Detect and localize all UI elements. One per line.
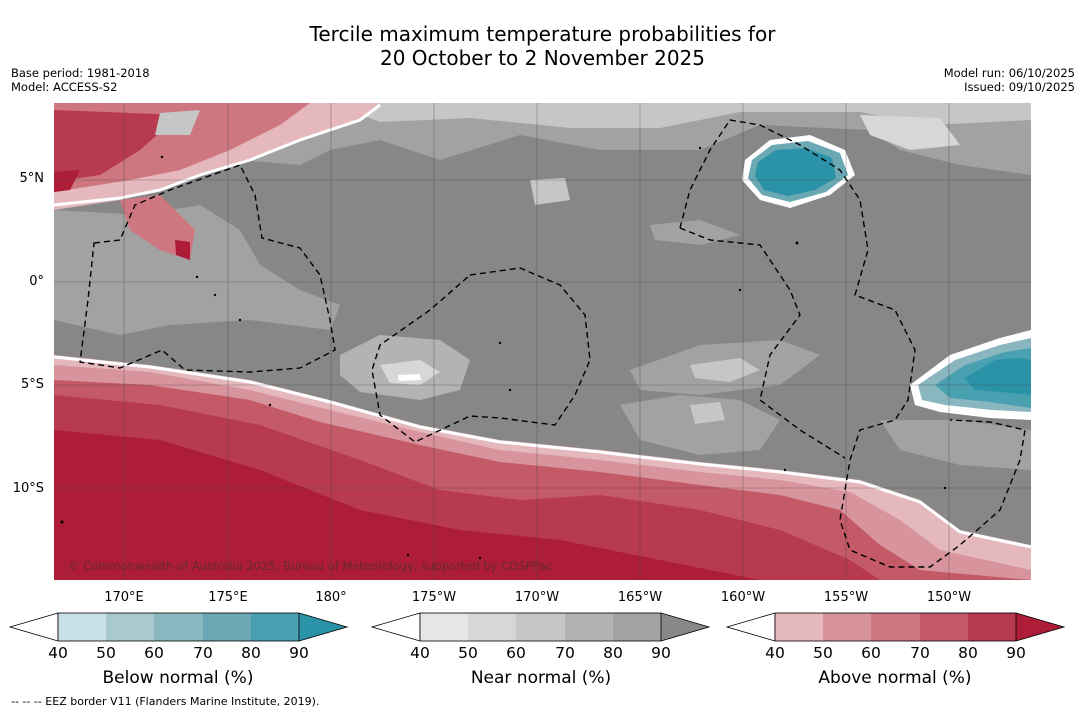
lon-label: 170°E: [104, 590, 144, 605]
islands: [60, 146, 947, 560]
map-field: [54, 103, 1031, 580]
colorbar-below-swatch: [203, 613, 251, 641]
colorbar-near-swatch: [420, 613, 468, 641]
colorbar-tick: 40: [48, 644, 68, 662]
meta-right: Model run: 06/10/2025 Issued: 09/10/2025: [944, 66, 1075, 94]
model-name: Model: ACCESS-S2: [11, 80, 118, 94]
near-normal-patch-east-inner: [690, 358, 760, 382]
colorbar-tick: 60: [861, 644, 881, 662]
lon-label: 155°W: [823, 590, 869, 605]
below-normal-ne-90: [755, 148, 836, 196]
colorbar-below-swatch: [58, 613, 106, 641]
lon-label: 165°W: [617, 590, 663, 605]
lat-label: 10°S: [12, 481, 44, 496]
above-normal-nw-90: [54, 170, 80, 192]
colorbar-tick: 50: [458, 644, 478, 662]
colorbar-below-upper-arrow: [299, 613, 347, 641]
colorbar-near-swatch: [613, 613, 661, 641]
colorbar-above-label: Above normal (%): [818, 668, 972, 688]
lon-label: 175°E: [208, 590, 248, 605]
colorbar-tick: 80: [241, 644, 261, 662]
colorbar-above-swatch: [775, 613, 823, 641]
near-normal-band-west: [54, 205, 340, 335]
near-normal-patch-north-2: [650, 220, 740, 245]
meta-left: Base period: 1981-2018 Model: ACCESS-S2: [11, 66, 150, 94]
colorbar-below-label: Below normal (%): [102, 668, 254, 688]
lat-label: 0°: [29, 274, 44, 289]
lon-label: 170°W: [514, 590, 560, 605]
colorbar-above-lower-arrow: [725, 612, 776, 642]
colorbar-near-lower-arrow: [370, 612, 421, 642]
colorbar-tick: 50: [813, 644, 833, 662]
near-normal-patch-central-core: [398, 374, 421, 381]
inner-gray-patch-nw: [155, 110, 200, 135]
colorbar-tick: 50: [96, 644, 116, 662]
colorbar-tick: 40: [410, 644, 430, 662]
below-normal-e-90: [965, 358, 1031, 395]
above-normal-nw-tail-core: [175, 240, 190, 260]
colorbar-above-upper-arrow: [1016, 613, 1064, 641]
lon-label: 150°W: [926, 590, 972, 605]
lon-label: 175°W: [411, 590, 457, 605]
eez-footnote: -- -- -- EEZ border V11 (Flanders Marine…: [11, 695, 320, 708]
title-line-1: Tercile maximum temperature probabilitie…: [309, 22, 776, 46]
colorbar-tick: 60: [144, 644, 164, 662]
colorbar-tick: 70: [193, 644, 213, 662]
lat-label: 5°S: [20, 377, 44, 392]
above-normal-south-90: [54, 430, 760, 580]
near-normal-band-top-light: [330, 103, 1031, 128]
colorbar-near-swatch: [565, 613, 613, 641]
colorbar-above-swatch: [871, 613, 920, 641]
separator-north: [54, 103, 381, 207]
colorbar-tick: 80: [958, 644, 978, 662]
colorbar-near-label: Near normal (%): [470, 668, 612, 688]
colorbar-tick: 60: [506, 644, 526, 662]
colorbar-near: [370, 612, 711, 642]
colorbar-tick: 70: [555, 644, 575, 662]
map-title: Tercile maximum temperature probabilitie…: [0, 22, 1085, 70]
lat-label: 5°N: [19, 171, 45, 186]
title-line-2: 20 October to 2 November 2025: [379, 46, 706, 70]
colorbar-near-swatch: [516, 613, 565, 641]
colorbar-below-swatch: [106, 613, 154, 641]
eez-borders: [79, 119, 1026, 568]
graticule: [54, 103, 1031, 580]
near-normal-patch-ne: [860, 115, 960, 150]
near-normal-patch-se: [620, 395, 780, 455]
colorbar-above-swatch: [968, 613, 1016, 641]
issued-date: Issued: 09/10/2025: [964, 80, 1075, 94]
above-normal-nw-80: [54, 110, 180, 182]
near-normal-patch-central-inner: [380, 360, 440, 385]
colorbar-tick: 90: [1006, 644, 1026, 662]
colorbar-tick: 40: [765, 644, 785, 662]
colorbar-below-swatch: [251, 613, 299, 641]
colorbar-near-swatch: [468, 613, 516, 641]
model-run: Model run: 06/10/2025: [943, 66, 1075, 80]
colorbar-below-swatch: [154, 613, 203, 641]
colorbar-tick: 90: [651, 644, 671, 662]
colorbar-above-swatch: [823, 613, 871, 641]
colorbar-above: [725, 612, 1066, 642]
colorbar-tick: 70: [910, 644, 930, 662]
lon-label: 180°: [315, 590, 347, 605]
colorbar-tick: 80: [603, 644, 623, 662]
base-period: Base period: 1981-2018: [11, 66, 150, 80]
near-normal-patch-se-inner: [690, 402, 725, 424]
near-normal-patch-north: [530, 178, 570, 205]
lon-label: 160°W: [720, 590, 766, 605]
near-normal-patch-far-east: [880, 420, 1031, 470]
separator-south: [54, 355, 1031, 549]
copyright-notice: © Commonwealth of Australia 2025, Bureau…: [68, 559, 553, 573]
colorbar-above-swatch: [920, 613, 968, 641]
colorbar-tick: 90: [289, 644, 309, 662]
colorbar-near-upper-arrow: [661, 613, 709, 641]
colorbar-below: [8, 612, 349, 642]
colorbar-below-lower-arrow: [8, 612, 59, 642]
